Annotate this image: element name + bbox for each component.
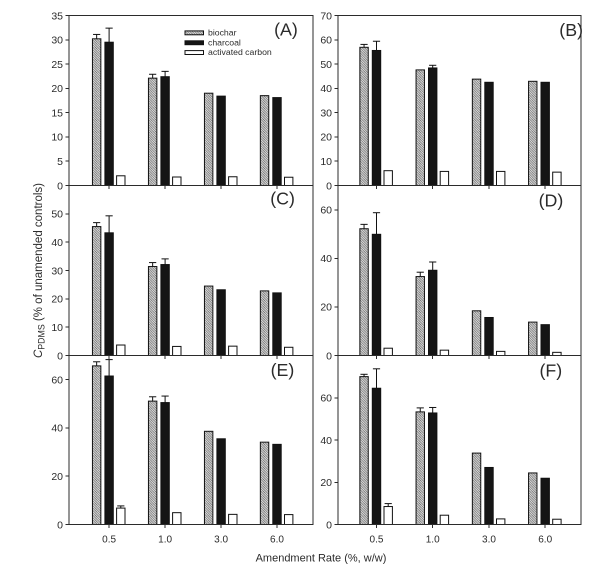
svg-text:50: 50 (320, 59, 332, 71)
svg-text:charcoal: charcoal (208, 37, 241, 47)
svg-text:3.0: 3.0 (482, 535, 496, 546)
svg-text:20: 20 (320, 132, 332, 144)
svg-text:3.0: 3.0 (214, 535, 228, 546)
svg-text:1.0: 1.0 (426, 535, 440, 546)
svg-text:(B): (B) (559, 20, 583, 40)
svg-text:50: 50 (51, 209, 63, 221)
svg-text:60: 60 (320, 35, 332, 47)
svg-text:0: 0 (326, 350, 332, 362)
svg-text:40: 40 (51, 237, 63, 249)
svg-text:20: 20 (320, 302, 332, 314)
svg-text:30: 30 (320, 107, 332, 119)
svg-text:60: 60 (320, 205, 332, 217)
svg-text:0.5: 0.5 (370, 535, 384, 546)
svg-text:20: 20 (320, 477, 332, 489)
svg-text:(A): (A) (274, 20, 298, 40)
svg-text:5: 5 (57, 156, 63, 168)
svg-text:(D): (D) (539, 190, 564, 210)
svg-text:40: 40 (320, 253, 332, 265)
svg-text:35: 35 (51, 10, 63, 22)
svg-text:70: 70 (320, 10, 332, 22)
svg-text:(F): (F) (539, 361, 562, 381)
svg-text:40: 40 (51, 423, 63, 435)
svg-text:20: 20 (51, 83, 63, 95)
svg-text:0: 0 (326, 519, 332, 531)
svg-text:60: 60 (320, 393, 332, 405)
svg-text:biochar: biochar (208, 28, 237, 38)
svg-text:activated carbon: activated carbon (208, 47, 272, 57)
svg-text:6.0: 6.0 (270, 535, 284, 546)
svg-text:0.5: 0.5 (102, 535, 116, 546)
svg-text:CPDMS (% of unamended controls: CPDMS (% of unamended controls) (33, 183, 47, 358)
svg-text:20: 20 (51, 471, 63, 483)
svg-text:(E): (E) (271, 360, 295, 380)
svg-text:30: 30 (51, 265, 63, 277)
svg-text:40: 40 (320, 83, 332, 95)
svg-text:0: 0 (57, 519, 63, 531)
svg-text:Amendment Rate (%, w/w): Amendment Rate (%, w/w) (256, 553, 387, 565)
svg-text:20: 20 (51, 294, 63, 306)
svg-text:0: 0 (326, 180, 332, 192)
svg-text:(C): (C) (270, 189, 295, 209)
svg-text:0: 0 (57, 350, 63, 362)
svg-text:10: 10 (51, 132, 63, 144)
svg-text:6.0: 6.0 (538, 535, 552, 546)
svg-text:0: 0 (57, 180, 63, 192)
svg-text:1.0: 1.0 (158, 535, 172, 546)
svg-text:40: 40 (320, 435, 332, 447)
svg-text:10: 10 (51, 322, 63, 334)
svg-text:60: 60 (51, 374, 63, 386)
svg-text:10: 10 (320, 156, 332, 168)
svg-text:15: 15 (51, 107, 63, 119)
svg-text:25: 25 (51, 59, 63, 71)
svg-text:30: 30 (51, 35, 63, 47)
